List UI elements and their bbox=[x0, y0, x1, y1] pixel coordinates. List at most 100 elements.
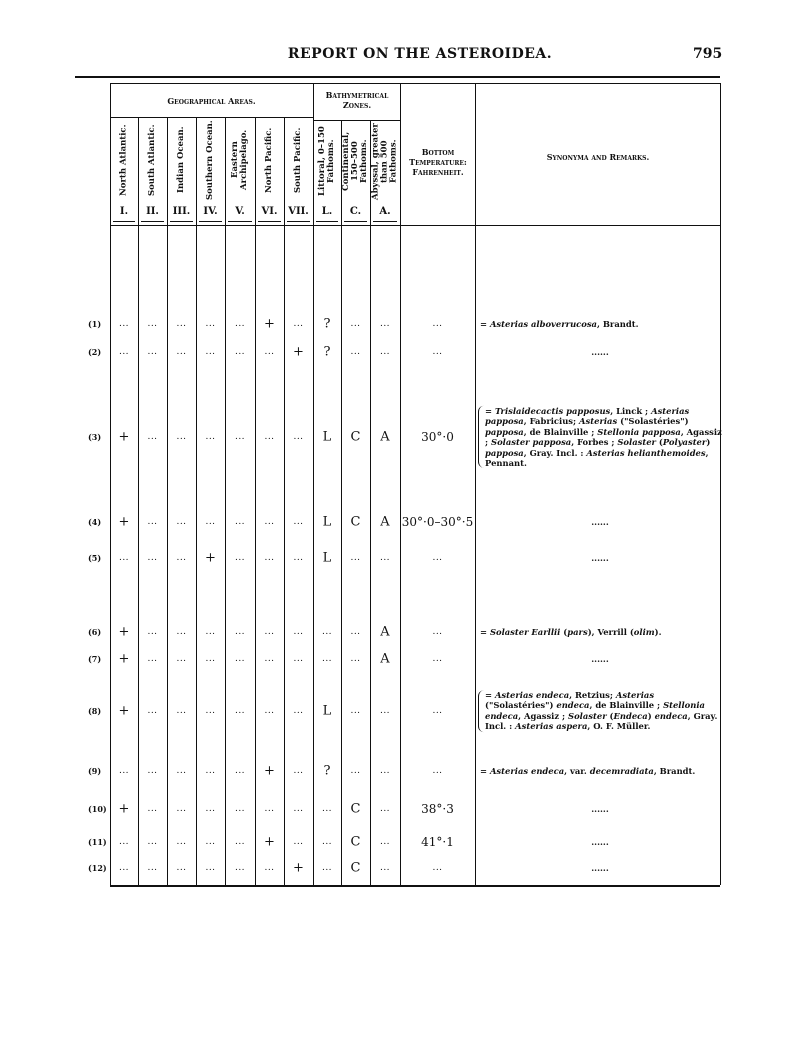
table-cell: ... bbox=[176, 319, 187, 329]
numeral-underline bbox=[141, 221, 164, 222]
bottom-temperature-cell: 30°·0 bbox=[421, 430, 454, 444]
column-divider bbox=[255, 117, 256, 885]
remarks-cell: ...... bbox=[480, 863, 720, 873]
table-cell: + bbox=[205, 550, 216, 566]
table-cell: + bbox=[118, 624, 130, 640]
column-divider bbox=[167, 117, 168, 885]
row-number: (12) bbox=[88, 863, 107, 873]
table-cell: ... bbox=[234, 804, 246, 814]
table-cell: ... bbox=[205, 766, 216, 776]
bathy-subheader-rule bbox=[313, 120, 400, 121]
table-cell: ... bbox=[147, 706, 158, 716]
running-title: REPORT ON THE ASTEROIDEA. bbox=[287, 46, 553, 62]
remark-text: ). bbox=[654, 626, 662, 637]
remark-text: ...... bbox=[591, 653, 609, 664]
column-numeral: VI. bbox=[261, 206, 278, 217]
table-cell: ... bbox=[293, 837, 304, 847]
remark-text: ...... bbox=[591, 803, 609, 814]
table-cell: ... bbox=[118, 347, 130, 357]
table-cell: ... bbox=[350, 766, 361, 776]
table-cell: ... bbox=[293, 319, 304, 329]
row-number: (10) bbox=[88, 804, 107, 814]
table-cell: ... bbox=[264, 804, 275, 814]
taxon-name: endeca bbox=[654, 711, 688, 721]
taxon-name: Polyaster bbox=[662, 437, 707, 447]
table-cell: ... bbox=[176, 804, 187, 814]
remarks-cell: ...... bbox=[480, 804, 720, 814]
row-number: (4) bbox=[88, 517, 102, 527]
remark-text: , Retzius; bbox=[569, 690, 616, 701]
remark-text: ...... bbox=[591, 346, 609, 357]
remark-text: , Fabricius; bbox=[523, 416, 580, 427]
remark-text: , Brandt. bbox=[597, 318, 639, 329]
remarks-header: Synonyma and Remarks. bbox=[546, 152, 650, 162]
remark-text: = bbox=[485, 405, 495, 416]
table-cell: ... bbox=[350, 347, 361, 357]
table-cell: A bbox=[380, 429, 390, 445]
column-numeral: C. bbox=[349, 206, 362, 217]
table-cell: ... bbox=[205, 347, 216, 357]
table-cell: ... bbox=[234, 347, 246, 357]
table-cell: ... bbox=[176, 766, 187, 776]
numeral-underline bbox=[316, 221, 338, 222]
row-number: (8) bbox=[88, 706, 102, 716]
table-cell: + bbox=[293, 344, 304, 360]
table-cell: ... bbox=[293, 432, 304, 442]
table-cell: ... bbox=[118, 837, 130, 847]
column-header-label: North Pacific. bbox=[264, 127, 274, 193]
page-number: 795 bbox=[693, 46, 723, 62]
row-number: (3) bbox=[88, 432, 102, 442]
bottom-temperature-header: Bottom Temperature: Fahrenheit. bbox=[409, 147, 467, 177]
table-cell: ... bbox=[118, 863, 130, 873]
table-cell: C bbox=[350, 514, 361, 530]
row-number: (9) bbox=[88, 766, 102, 776]
column-numeral: III. bbox=[172, 206, 191, 217]
table-cell: + bbox=[118, 703, 130, 719]
table-cell: ... bbox=[293, 517, 304, 527]
taxon-name: Asterias endeca bbox=[489, 765, 565, 776]
remark-text: , Pennant. bbox=[485, 447, 709, 468]
table-cell: L bbox=[322, 550, 332, 566]
remark-text: , de Blainville ; bbox=[589, 700, 664, 711]
remark-text: , O. F. Müller. bbox=[587, 721, 651, 732]
column-divider bbox=[341, 120, 342, 885]
column-header-label: South Pacific. bbox=[293, 127, 303, 193]
row-number: (6) bbox=[88, 627, 102, 637]
bottom-temperature-cell: ... bbox=[432, 863, 443, 873]
table-cell: ... bbox=[147, 517, 158, 527]
table-cell: A bbox=[380, 651, 390, 667]
table-cell: ... bbox=[147, 654, 158, 664]
column-header-label: Littoral, 0–150 Fathoms. bbox=[317, 126, 336, 197]
table-cell: C bbox=[350, 860, 361, 876]
table-cell: ... bbox=[264, 627, 275, 637]
column-divider bbox=[196, 117, 197, 885]
header-rule bbox=[75, 76, 720, 78]
table-cell: ... bbox=[147, 863, 158, 873]
table-cell: ... bbox=[234, 837, 246, 847]
table-cell: ... bbox=[379, 863, 391, 873]
taxon-name: Asterias aspera bbox=[515, 721, 588, 732]
numeral-underline bbox=[199, 221, 222, 222]
remark-text: ( bbox=[606, 711, 614, 721]
table-cell: ... bbox=[264, 517, 275, 527]
table-cell: ... bbox=[205, 863, 216, 873]
table-cell: + bbox=[118, 429, 130, 445]
table-cell: ... bbox=[147, 837, 158, 847]
bottom-temperature-cell: ... bbox=[432, 553, 443, 563]
table-cell: ... bbox=[293, 766, 304, 776]
remarks-cell: ...... bbox=[480, 553, 720, 563]
table-cell: + bbox=[118, 801, 130, 817]
table-cell: ... bbox=[176, 654, 187, 664]
taxon-name: Solaster bbox=[568, 711, 607, 721]
numeral-underline bbox=[287, 221, 310, 222]
column-header-label: North Atlantic. bbox=[118, 124, 129, 196]
table-cell: ... bbox=[293, 804, 304, 814]
column-divider bbox=[313, 83, 314, 885]
numeral-underline bbox=[258, 221, 281, 222]
table-cell: ... bbox=[350, 706, 361, 716]
table-cell: ... bbox=[147, 766, 158, 776]
remarks-cell: = Asterias alboverrucosa, Brandt. bbox=[480, 319, 720, 329]
row-number: (5) bbox=[88, 553, 102, 563]
table-cell: ... bbox=[321, 627, 333, 637]
taxon-name: papposa bbox=[485, 447, 524, 458]
